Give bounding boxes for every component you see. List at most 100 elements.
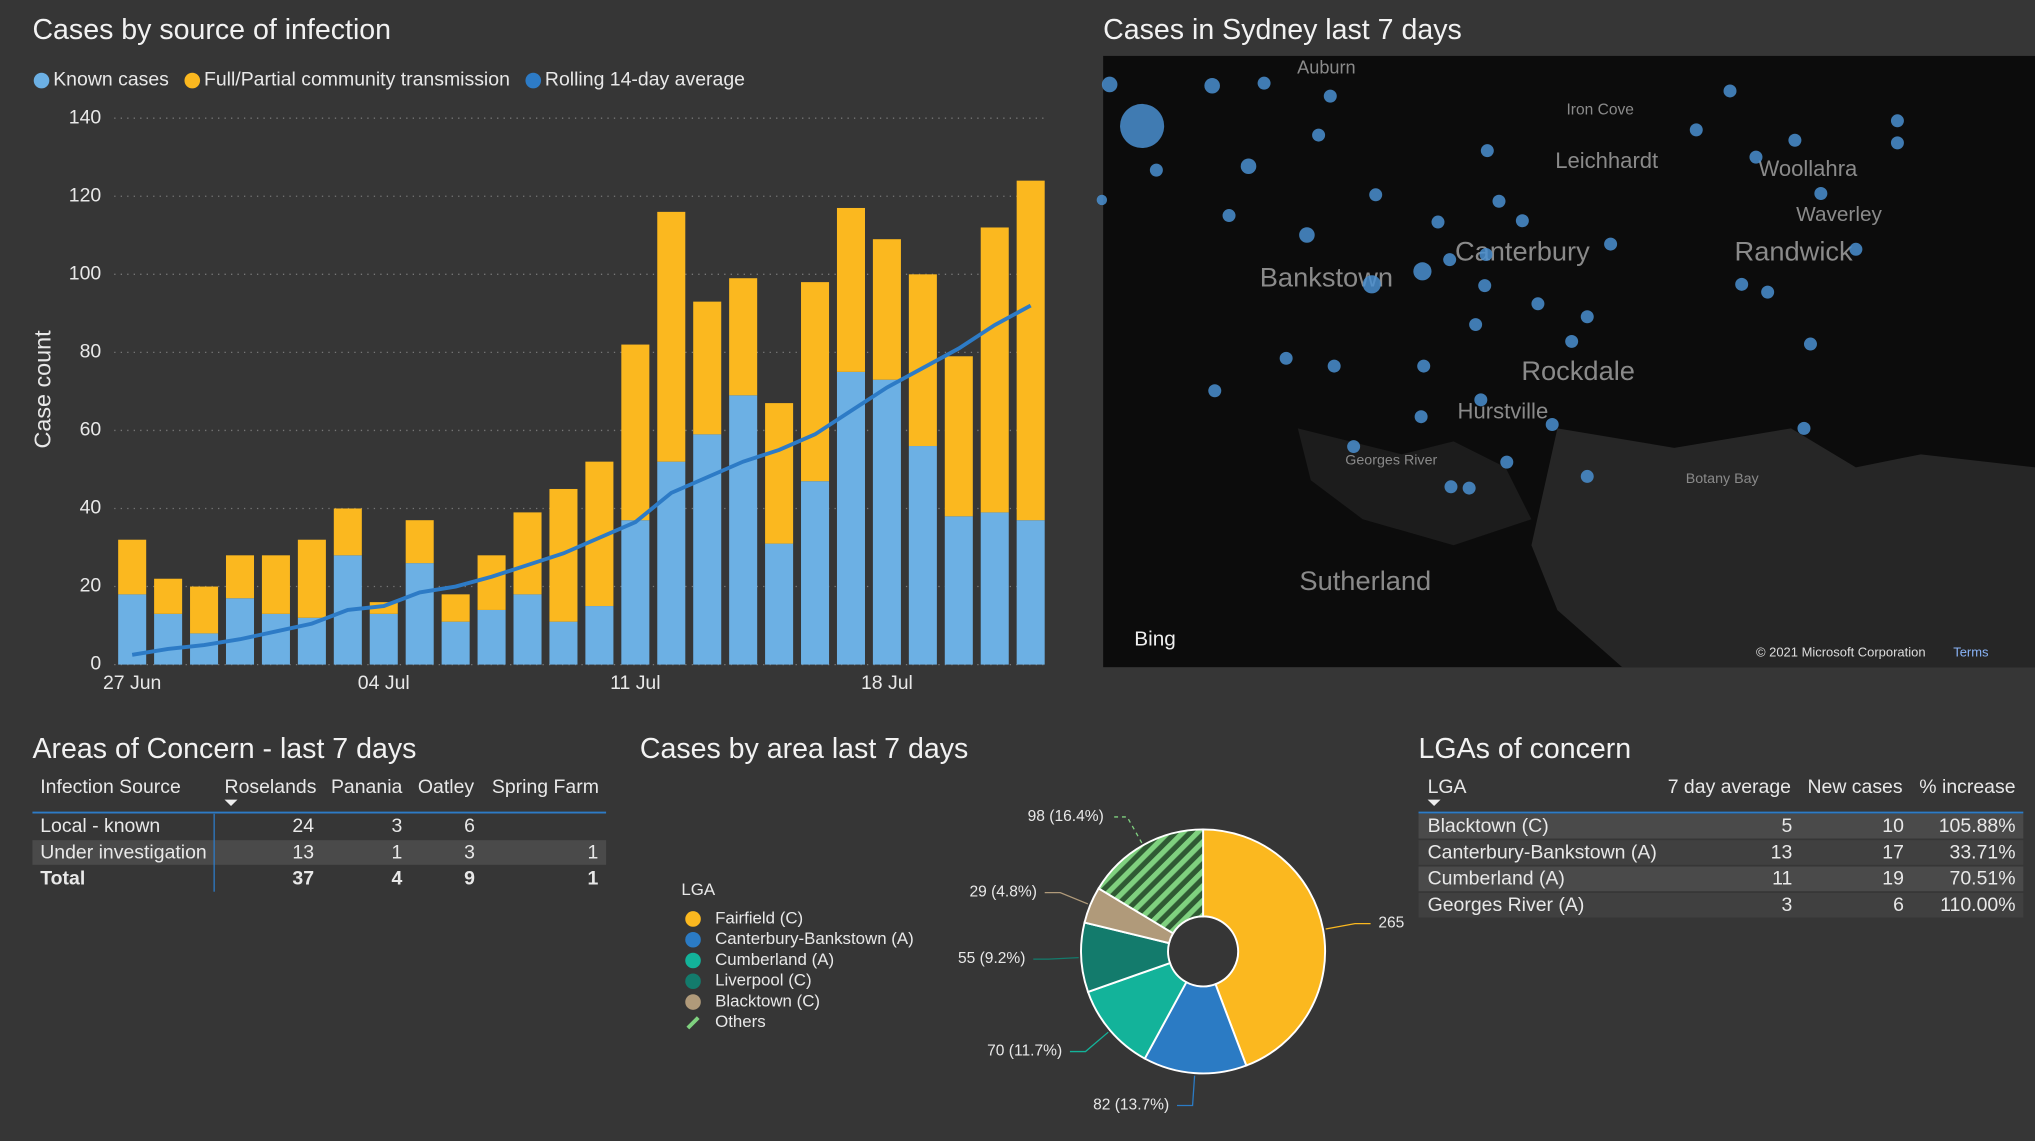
legend-marker <box>685 973 701 990</box>
table-header: Infection Source <box>40 776 181 798</box>
row-band <box>32 840 607 865</box>
map-dot <box>1204 77 1220 94</box>
map-dot <box>1347 440 1361 454</box>
bar <box>513 512 542 595</box>
legend-marker <box>33 72 50 89</box>
legend-label: Full/Partial community transmission <box>204 69 510 91</box>
row-band <box>1418 866 2024 892</box>
map-dot <box>1735 277 1749 291</box>
table-title: Areas of Concern - last 7 days <box>32 733 416 765</box>
legend-label: Rolling 14-day average <box>545 69 745 91</box>
data-label: 55 (9.2%) <box>958 950 1025 967</box>
table-cell: 17 <box>1882 841 1904 863</box>
leader-line <box>1111 816 1143 844</box>
table-cell: Georges River (A) <box>1428 894 1585 916</box>
legend-label: Fairfield (C) <box>715 908 803 927</box>
chart-title: Cases by source of infection <box>32 14 391 46</box>
x-tick-label: 11 Jul <box>610 672 660 694</box>
legend-marker <box>685 911 701 927</box>
bar <box>801 282 830 482</box>
bar <box>693 434 722 665</box>
leader-line <box>1044 891 1089 905</box>
leader-line <box>1069 1031 1109 1053</box>
bar <box>477 555 506 610</box>
leader-line <box>1176 1075 1196 1107</box>
map-place: Georges River <box>1345 453 1437 469</box>
pie-slice <box>1143 980 1248 1075</box>
table-header: 7 day average <box>1668 776 1791 798</box>
table-cell: Local - known <box>40 815 160 837</box>
map-place: Waverley <box>1796 203 1882 226</box>
legend-marker <box>685 994 701 1010</box>
bar <box>621 344 650 521</box>
map-dot <box>1149 163 1163 177</box>
map-dot <box>1531 297 1545 311</box>
map-water <box>1531 428 2035 668</box>
x-tick-label: 04 Jul <box>358 672 410 694</box>
leader-line <box>1033 956 1079 960</box>
bar <box>225 598 255 665</box>
map-dot <box>1208 384 1222 398</box>
map-dot <box>1689 123 1703 137</box>
map-dot <box>1299 227 1315 243</box>
y-tick-label: 100 <box>69 262 102 284</box>
map-dot <box>1849 242 1863 256</box>
table-cell: 6 <box>464 815 475 837</box>
table-cell: 13 <box>1771 841 1793 863</box>
map-dot <box>1478 279 1492 293</box>
bar <box>1016 520 1045 665</box>
legend-marker <box>525 72 542 89</box>
map-dot <box>1443 253 1457 267</box>
data-label: 70 (11.7%) <box>987 1043 1062 1060</box>
y-tick-label: 80 <box>80 341 102 363</box>
map-dot <box>1327 359 1341 373</box>
bar <box>729 278 758 396</box>
map-dot <box>1814 186 1828 200</box>
table-cell: Cumberland (A) <box>1428 868 1565 890</box>
legend-label: Blacktown (C) <box>715 991 820 1010</box>
bar <box>693 301 722 435</box>
map-dot <box>1462 481 1476 495</box>
bar <box>657 211 686 462</box>
bar <box>872 379 901 665</box>
table-cell: 37 <box>292 868 314 890</box>
bar <box>405 520 434 564</box>
map-dot <box>1474 393 1488 407</box>
bar <box>944 516 973 665</box>
map-dot <box>1369 188 1383 202</box>
leader-line <box>1325 922 1371 930</box>
map-dot <box>1580 310 1594 324</box>
trend-line <box>131 303 1032 657</box>
table-cell: 1 <box>587 868 598 890</box>
legend-label: Known cases <box>53 69 169 91</box>
map-dot <box>1469 318 1483 332</box>
data-label: 265 <box>1378 915 1404 932</box>
map-dot <box>1492 194 1506 208</box>
table-cell: 3 <box>1781 894 1792 916</box>
map-place: Sutherland <box>1299 565 1431 596</box>
table-header: % increase <box>1919 776 2015 798</box>
table-header: Spring Farm <box>492 776 599 798</box>
bar <box>118 539 147 595</box>
table-cell: 5 <box>1781 815 1792 837</box>
map-place: Iron Cove <box>1566 102 1633 119</box>
y-tick-label: 140 <box>69 106 102 128</box>
pie-slice <box>1202 828 1327 1067</box>
map-dot <box>1101 76 1118 93</box>
map: Auburn Iron Cove Leichhardt Woollahra Waverl… <box>1096 55 2035 668</box>
map-dot <box>1580 469 1594 483</box>
map-dot <box>1788 133 1802 147</box>
bar <box>441 594 470 622</box>
bar <box>836 371 865 665</box>
table-cell: 3 <box>391 815 402 837</box>
bar <box>836 207 865 372</box>
row-band <box>1418 892 2024 918</box>
table-cell: Under investigation <box>40 841 207 863</box>
table-cell: 70.51% <box>1950 868 2016 890</box>
table-header: Roselands <box>225 776 317 798</box>
bar <box>297 539 326 618</box>
bar <box>261 555 290 614</box>
map-dot <box>1222 209 1236 223</box>
map-dot <box>1479 247 1493 261</box>
bar <box>261 613 290 665</box>
